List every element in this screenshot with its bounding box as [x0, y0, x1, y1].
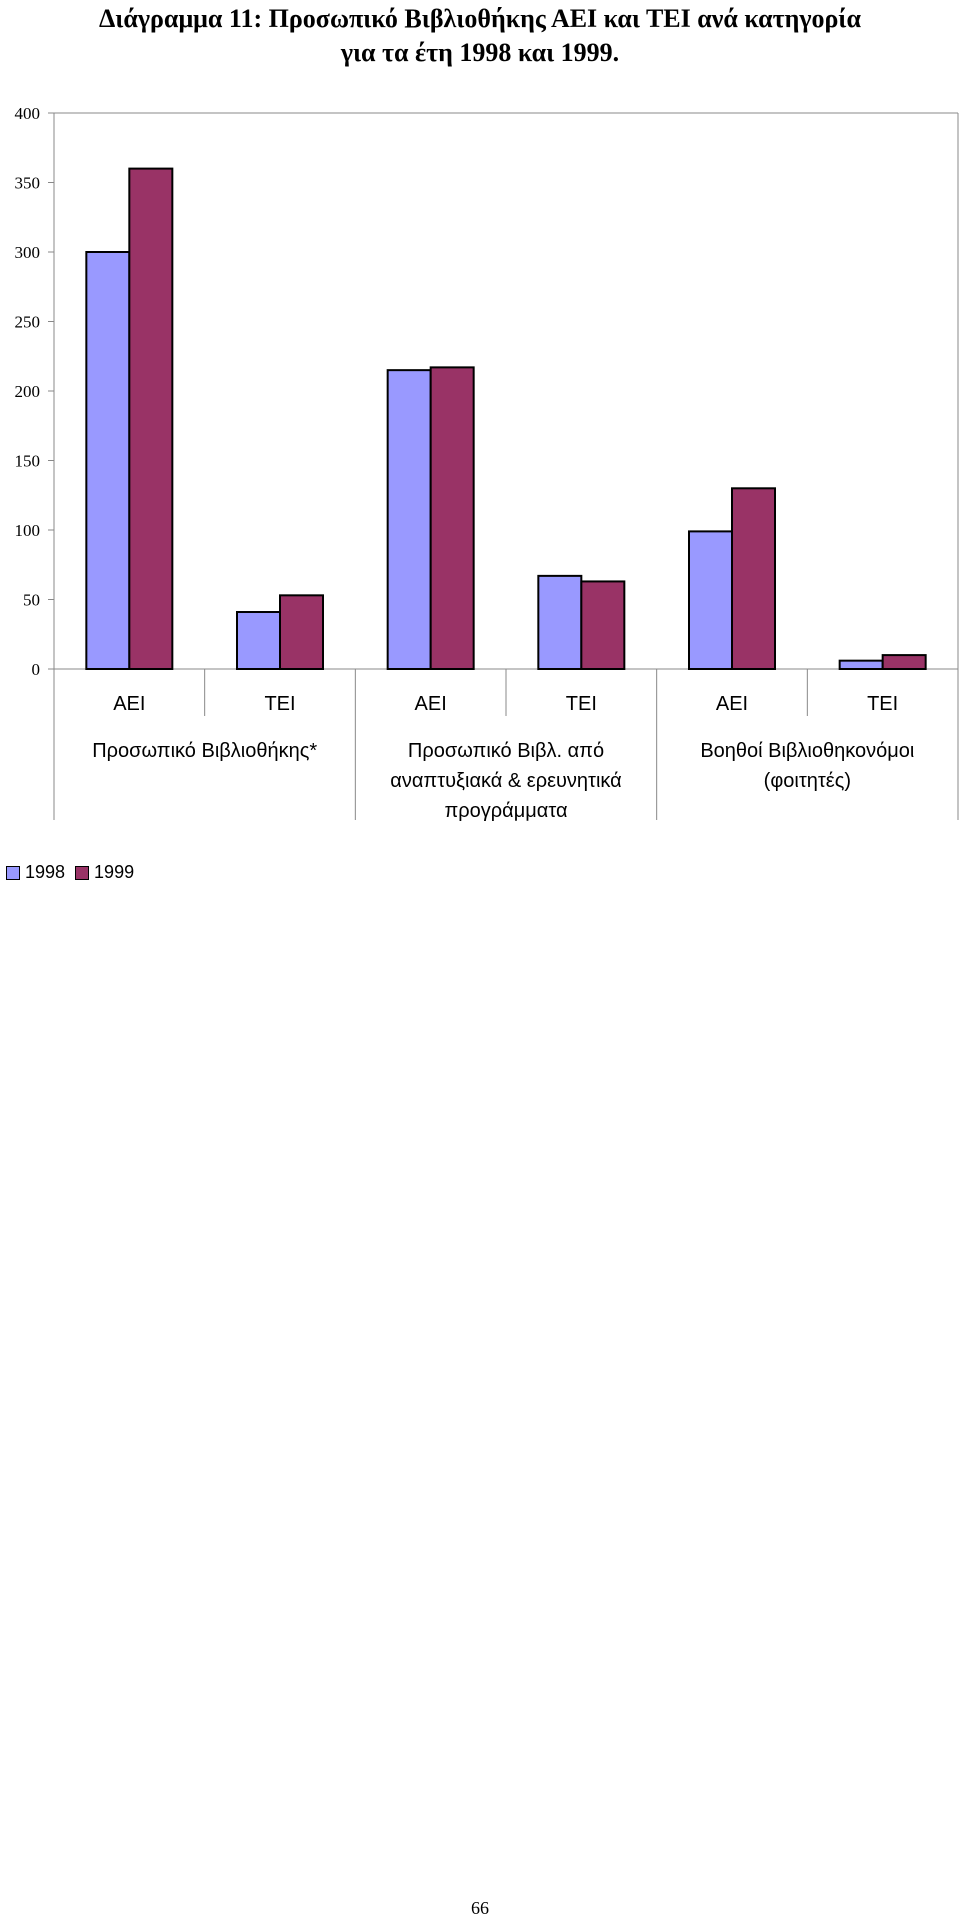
chart-title-line-1: Διάγραμμα 11: Προσωπικό Βιβλιοθήκης ΑΕΙ … — [98, 4, 861, 33]
bar-chart: 0 50 100 150 200 250 300 350 400 ΑΕΙ ΤΕΙ ΑΕΙ ΤΕΙ ΑΕΙ Τ… — [15, 104, 959, 822]
bar-1998-1 — [85, 251, 131, 670]
category-label: ΑΕΙ — [716, 693, 748, 715]
bar-1999-3 — [429, 366, 475, 670]
chart-legend: 1998 1999 — [6, 862, 144, 883]
group-label-3: (φοιτητές) — [764, 770, 851, 792]
y-tick-label: 100 — [15, 521, 41, 540]
group-label-2: προγράμματα — [444, 800, 567, 822]
bar-1999-5 — [731, 487, 776, 670]
bar-1999-1 — [128, 167, 174, 670]
y-tick-label: 250 — [15, 313, 41, 332]
y-tick-label: 150 — [15, 452, 41, 471]
chart-title-line-2: για τα έτη 1998 και 1999. — [340, 38, 620, 67]
legend-swatch-1999 — [75, 865, 90, 880]
legend-swatch-1998 — [6, 865, 20, 880]
group-label-3: Βοηθοί Βιβλιοθηκονόμοι — [700, 740, 914, 762]
bar-1998-5 — [688, 530, 733, 671]
chart-title: Διάγραμμα 11: Προσωπικό Βιβλιοθήκης ΑΕΙ … — [0, 2, 960, 70]
category-label: ΤΕΙ — [566, 693, 597, 715]
bar-1998-2 — [236, 611, 281, 671]
category-label: ΑΕΙ — [113, 693, 145, 715]
bar-1999-4 — [580, 580, 626, 670]
y-tick-label: 50 — [23, 591, 40, 610]
legend-label-1998: 1998 — [25, 862, 66, 882]
category-label: ΤΕΙ — [867, 693, 898, 715]
bar-1998-4 — [537, 574, 583, 670]
legend-item-1998: 1998 — [6, 862, 65, 883]
group-label-2: αναπτυξιακά & ερευνητικά — [390, 770, 621, 792]
legend-label-1999: 1999 — [94, 862, 135, 882]
category-label: ΑΕΙ — [415, 693, 447, 715]
bar-1998-3 — [386, 369, 432, 670]
bar-1999-6 — [881, 654, 927, 670]
group-label-1: Προσωπικό Βιβλιοθήκης* — [92, 740, 317, 762]
y-tick-label: 400 — [15, 104, 41, 123]
group-label-2: Προσωπικό Βιβλ. από — [408, 740, 604, 762]
y-tick-label: 300 — [15, 243, 41, 262]
category-label: ΤΕΙ — [264, 693, 295, 715]
bar-1999-2 — [279, 594, 324, 671]
page-number: 66 — [471, 1898, 489, 1918]
y-tick-label: 200 — [15, 382, 41, 401]
y-tick-label: 0 — [32, 660, 41, 679]
legend-item-1999: 1999 — [75, 862, 134, 883]
y-tick-label: 350 — [15, 174, 41, 193]
bar-1998-6 — [838, 659, 884, 670]
